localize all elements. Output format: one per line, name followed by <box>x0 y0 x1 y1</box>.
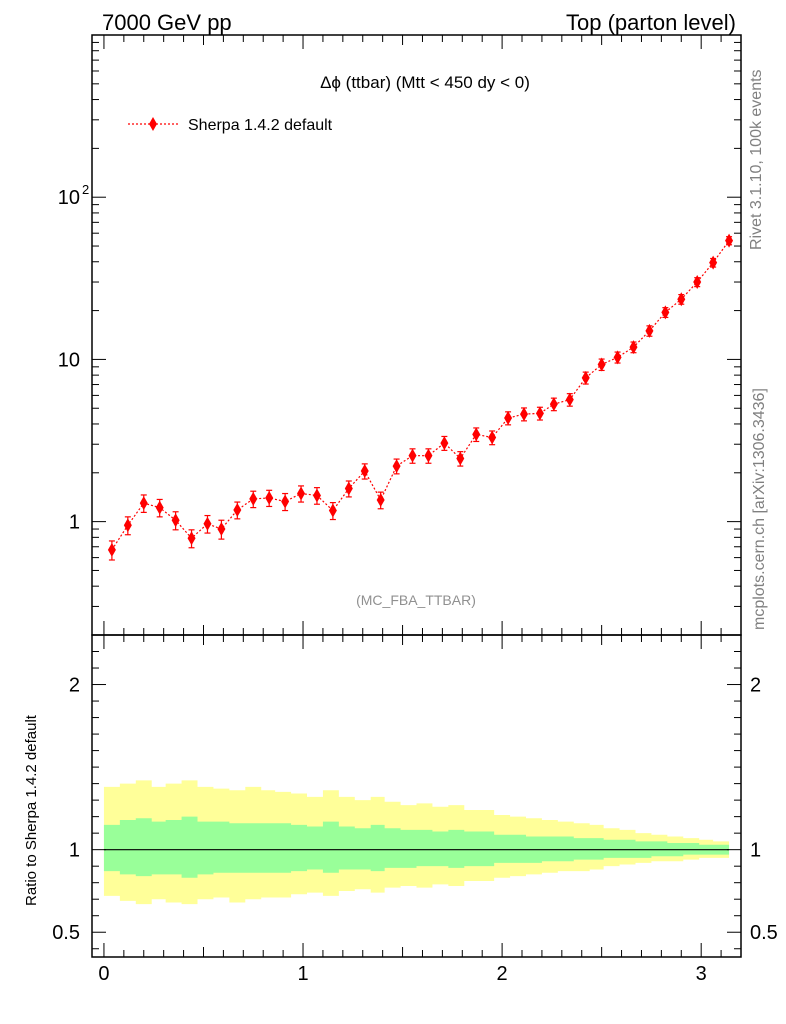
data-point-marker <box>233 502 242 517</box>
data-point-marker <box>217 522 226 537</box>
data-point-marker <box>265 490 274 505</box>
main-plot-title: Δϕ (ttbar) (Mtt < 450 dy < 0) <box>320 73 530 92</box>
data-point-marker <box>249 491 258 506</box>
data-point-marker <box>155 500 164 515</box>
data-point-marker <box>171 513 180 528</box>
sherpa-series <box>107 233 734 561</box>
data-point-marker <box>520 407 529 422</box>
legend-series-name: Sherpa 1.4.2 default <box>188 117 333 134</box>
data-point-marker <box>677 292 686 307</box>
data-point-marker <box>456 451 465 466</box>
data-point-marker <box>139 496 148 511</box>
data-point-marker <box>597 357 606 372</box>
legend: Sherpa 1.4.2 default <box>128 117 333 134</box>
data-point-marker <box>312 488 321 503</box>
ratio-axis-ticks: 0.5 0.5 1 1 2 2 0 1 2 3 <box>52 635 778 985</box>
x-tick-label: 3 <box>696 963 707 985</box>
ratio-plot-frame <box>91 634 742 958</box>
data-point-marker <box>661 305 670 320</box>
x-tick-label: 2 <box>497 963 508 985</box>
data-point-marker <box>645 323 654 338</box>
ratio-y-tick-label-left: 1 <box>69 840 80 862</box>
legend-marker-diamond <box>149 117 157 131</box>
header-process-label: Top (parton level) <box>566 10 736 35</box>
series-line <box>111 240 730 551</box>
inner-uncertainty-band <box>103 816 730 878</box>
data-point-marker <box>187 531 196 546</box>
rivet-version-label: Rivet 3.1.10, 100k events <box>748 69 765 250</box>
data-point-marker <box>709 255 718 270</box>
data-point-marker <box>123 518 132 533</box>
data-point-marker <box>629 340 638 355</box>
y-tick-label: 1 <box>69 512 80 534</box>
data-point-marker <box>424 448 433 463</box>
data-point-marker <box>472 427 481 442</box>
data-point-marker <box>360 464 369 479</box>
data-point-marker <box>408 448 417 463</box>
ratio-y-tick-label-left: 2 <box>69 675 80 697</box>
y-tick-label-exponent: 2 <box>82 182 89 197</box>
data-point-marker <box>376 492 385 507</box>
mcplots-reference-label: mcplots.cern.ch [arXiv:1306.3436] <box>751 388 768 630</box>
ratio-y-axis-label: Ratio to Sherpa 1.4.2 default <box>23 714 40 906</box>
analysis-tag: (MC_FBA_TTBAR) <box>356 592 476 608</box>
data-point-marker <box>281 494 290 509</box>
data-point-marker <box>549 397 558 412</box>
ratio-y-tick-label-left: 0.5 <box>52 922 80 944</box>
x-tick-label: 0 <box>98 963 109 985</box>
data-point-marker <box>392 459 401 474</box>
data-point-marker <box>297 486 306 501</box>
header-energy-label: 7000 GeV pp <box>102 10 232 35</box>
y-tick-label: 10 <box>58 187 80 209</box>
data-point-marker <box>693 275 702 290</box>
ratio-y-tick-label-right: 0.5 <box>750 922 778 944</box>
data-point-marker <box>725 233 734 248</box>
data-point-marker <box>504 411 513 426</box>
ratio-y-tick-label-right: 2 <box>750 675 761 697</box>
ratio-y-tick-label-right: 1 <box>750 840 761 862</box>
data-point-marker <box>203 516 212 531</box>
data-point-marker <box>535 406 544 421</box>
ratio-plot-panel: 0.5 0.5 1 1 2 2 0 1 2 3 Ratio to Sherpa 1.4.2 def… <box>23 634 778 985</box>
data-point-marker <box>581 370 590 385</box>
data-point-marker <box>440 436 449 451</box>
data-point-marker <box>613 350 622 365</box>
data-point-marker <box>565 392 574 407</box>
y-tick-label: 10 <box>58 349 80 371</box>
data-point-marker <box>328 503 337 518</box>
data-point-marker <box>107 542 116 557</box>
data-point-marker <box>344 481 353 496</box>
ratio-uncertainty-bands <box>103 780 730 905</box>
data-point-marker <box>488 430 497 445</box>
x-tick-label: 1 <box>297 963 308 985</box>
